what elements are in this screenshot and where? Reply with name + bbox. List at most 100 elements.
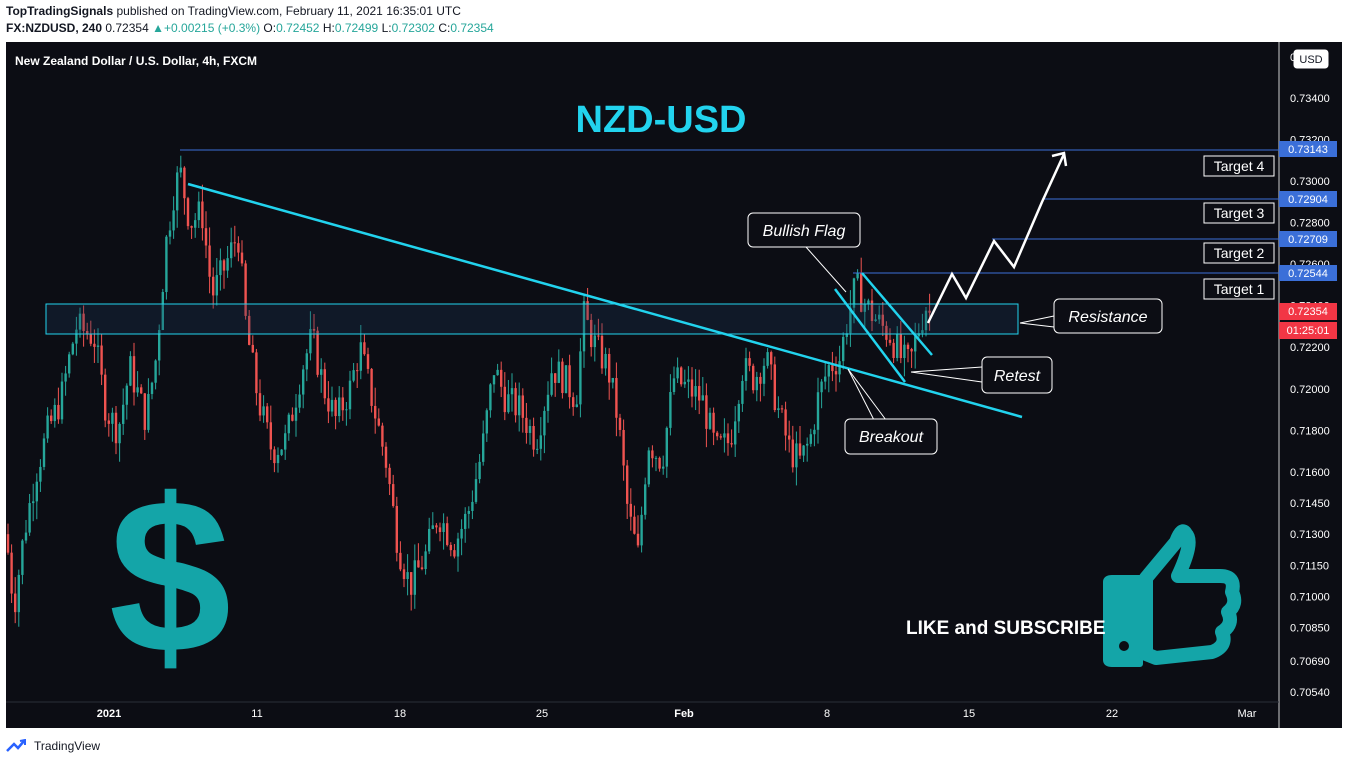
candle-body [150, 382, 154, 394]
svg-text:0.72904: 0.72904 [1288, 194, 1328, 206]
target-2-label[interactable]: Target 2 [1203, 242, 1275, 264]
chart-svg[interactable]: Bullish Flag Resistance Retest Breakout … [6, 42, 1342, 728]
candle-body [878, 314, 881, 320]
candle-body [791, 439, 794, 468]
candles-layer [6, 155, 931, 627]
candle-body [363, 342, 366, 355]
candle-body [748, 358, 751, 366]
breakout-callout[interactable]: Breakout [844, 418, 938, 455]
candle-body [100, 345, 103, 375]
candle-body [50, 415, 53, 422]
candle-body [147, 393, 150, 430]
candle-body [269, 422, 272, 450]
y-tick-label: 0.70690 [1290, 656, 1330, 668]
candle-body [914, 336, 917, 352]
candle-body [165, 236, 168, 293]
y-tick-label: 0.71150 [1290, 560, 1329, 572]
candle-body [154, 360, 157, 383]
currency-button[interactable]: USD [1293, 49, 1329, 69]
candle-body [377, 418, 380, 426]
candle-body [384, 446, 388, 468]
tradingview-brand[interactable]: TradingView [34, 739, 101, 753]
candle-body [341, 397, 344, 411]
candle-body [507, 394, 510, 413]
candle-body [111, 412, 114, 424]
candle-body [777, 408, 780, 411]
candle-body [723, 433, 726, 438]
projected-path[interactable] [926, 153, 1066, 324]
high-label: H: [322, 21, 335, 35]
candle-body [78, 313, 82, 330]
candle-body [190, 226, 193, 228]
candle-body [690, 379, 694, 397]
open-label: O: [263, 21, 277, 35]
candle-body [831, 365, 834, 372]
time-axis[interactable]: 2021 11 18 25 Feb 8 15 22 Mar [97, 708, 1257, 720]
close-value: 0.72354 [450, 21, 494, 35]
candle-body [143, 393, 146, 430]
target-1-label[interactable]: Target 1 [1203, 278, 1275, 300]
candle-body [57, 404, 60, 420]
bullish-flag-callout[interactable]: Bullish Flag [747, 212, 861, 248]
tradingview-logo-icon[interactable] [6, 739, 30, 753]
candle-body [222, 260, 226, 271]
candle-body [503, 386, 506, 413]
high-value: 0.72499 [334, 21, 379, 35]
target-3-label[interactable]: Target 3 [1203, 202, 1275, 224]
y-tick-label: 0.73000 [1290, 176, 1330, 188]
ohlc-bar: FX:NZDUSD, 240 0.72354 ▲+0.00215 (+0.3%)… [6, 21, 494, 35]
candle-body [467, 510, 470, 514]
flag-upper-line[interactable] [861, 272, 933, 356]
candle-body [17, 574, 20, 613]
candle-body [431, 525, 434, 529]
resistance-pointer [1019, 315, 1055, 324]
candle-body [554, 373, 557, 383]
candle-body [284, 433, 287, 450]
candle-body [233, 242, 236, 244]
retest-text: Retest [994, 368, 1041, 385]
resistance-callout[interactable]: Resistance [1053, 298, 1163, 334]
candle-body [489, 384, 492, 411]
downtrend-line[interactable] [187, 182, 1023, 419]
flag-lower-line[interactable] [834, 288, 906, 383]
candle-body [860, 272, 863, 312]
retest-pointer [910, 366, 983, 373]
target-4-label[interactable]: Target 4 [1203, 155, 1275, 177]
candle-body [492, 375, 496, 385]
retest-callout[interactable]: Retest [981, 356, 1053, 394]
publisher-name[interactable]: TopTradingSignals [6, 4, 114, 18]
low-label: L: [381, 21, 392, 35]
candle-body [194, 220, 197, 228]
candle-body [849, 307, 852, 334]
candle-body [640, 514, 643, 546]
candle-body [903, 344, 906, 359]
candle-body [330, 399, 334, 412]
candle-body [906, 344, 910, 349]
y-tick-label: 0.71000 [1290, 591, 1330, 603]
candle-body [464, 513, 467, 529]
candle-body [172, 210, 175, 231]
candle-body [64, 373, 67, 382]
candle-body [255, 352, 258, 394]
candle-body [82, 313, 85, 331]
candle-body [424, 551, 427, 570]
x-tick-label: 11 [251, 708, 262, 720]
chart-area[interactable]: Bullish Flag Resistance Retest Breakout … [6, 42, 1342, 728]
y-tick-label: 0.70540 [1290, 687, 1330, 699]
candle-body [179, 167, 182, 173]
target-2-text: Target 2 [1214, 245, 1265, 261]
candle-body [694, 386, 697, 397]
candle-body [21, 540, 24, 575]
candle-body [510, 388, 514, 395]
candle-body [374, 405, 377, 419]
candle-body [132, 356, 136, 393]
candle-body [442, 523, 445, 533]
candle-body [402, 569, 406, 579]
resistance-zone[interactable] [45, 303, 1019, 335]
candle-body [460, 528, 463, 539]
candle-body [888, 339, 892, 343]
bullish-flag-text: Bullish Flag [763, 223, 846, 240]
candle-body [327, 398, 330, 412]
open-value: 0.72452 [276, 21, 320, 35]
candle-body [388, 467, 391, 485]
